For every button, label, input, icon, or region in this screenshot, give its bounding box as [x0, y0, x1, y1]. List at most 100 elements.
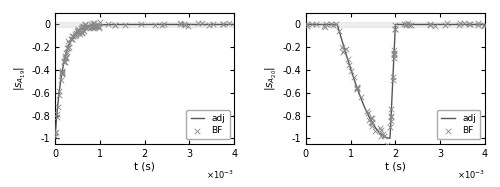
BF	[308, 23, 316, 26]
BF	[90, 25, 98, 28]
BF	[480, 24, 488, 27]
BF	[380, 134, 388, 137]
BF	[76, 30, 84, 33]
adj	[149, 23, 155, 26]
BF	[387, 115, 395, 118]
BF	[151, 23, 159, 26]
BF	[474, 23, 482, 26]
BF	[67, 37, 75, 40]
BF	[387, 114, 395, 117]
BF	[60, 60, 68, 63]
BF	[64, 47, 72, 50]
BF	[120, 24, 128, 27]
BF	[78, 30, 86, 33]
BF	[68, 35, 76, 38]
BF	[54, 105, 62, 108]
BF	[432, 24, 440, 27]
BF	[79, 25, 87, 28]
BF	[383, 144, 391, 147]
BF	[328, 23, 336, 26]
BF	[64, 46, 72, 49]
BF	[366, 119, 374, 122]
BF	[353, 85, 361, 88]
BF	[58, 71, 66, 74]
adj	[137, 23, 143, 26]
BF	[55, 94, 63, 97]
BF	[426, 24, 434, 27]
BF	[56, 90, 64, 93]
BF	[79, 28, 87, 31]
BF	[408, 23, 416, 26]
BF	[364, 112, 372, 115]
adj	[158, 23, 164, 26]
BF	[344, 58, 351, 61]
Bar	[306, 22, 485, 27]
Bar	[55, 22, 234, 27]
X-axis label: t (s): t (s)	[134, 162, 155, 172]
BF	[89, 22, 97, 24]
BF	[60, 60, 68, 63]
adj	[52, 137, 58, 140]
BF	[346, 70, 354, 73]
BF	[82, 26, 90, 29]
BF	[312, 22, 320, 25]
BF	[363, 110, 371, 113]
BF	[95, 26, 103, 29]
BF	[96, 20, 104, 23]
BF	[80, 23, 88, 26]
BF	[81, 23, 89, 26]
adj	[482, 23, 488, 26]
BF	[60, 60, 68, 63]
BF	[376, 127, 384, 130]
BF	[88, 25, 96, 28]
BF	[340, 48, 348, 51]
BF	[78, 27, 86, 30]
BF	[94, 24, 102, 27]
BF	[332, 23, 340, 26]
BF	[353, 87, 361, 90]
BF	[388, 108, 396, 111]
BF	[62, 56, 70, 59]
BF	[386, 119, 394, 122]
BF	[60, 56, 68, 59]
BF	[379, 132, 387, 135]
BF	[327, 23, 335, 26]
BF	[372, 130, 380, 133]
adj	[303, 23, 309, 26]
BF	[52, 116, 60, 119]
BF	[84, 25, 92, 28]
BF	[74, 29, 82, 32]
BF	[389, 76, 397, 79]
BF	[58, 71, 66, 74]
BF	[391, 27, 399, 30]
BF	[71, 33, 79, 36]
BF	[460, 22, 468, 24]
BF	[390, 52, 398, 55]
BF	[111, 23, 119, 26]
BF	[68, 37, 76, 40]
adj	[390, 88, 396, 90]
adj	[227, 23, 233, 26]
BF	[111, 24, 119, 27]
BF	[70, 35, 78, 38]
BF	[75, 29, 83, 32]
BF	[90, 22, 98, 25]
BF	[354, 87, 362, 90]
BF	[225, 22, 233, 25]
BF	[92, 25, 100, 28]
BF	[94, 24, 102, 27]
BF	[184, 24, 192, 27]
BF	[338, 46, 346, 49]
BF	[402, 24, 410, 27]
BF	[64, 40, 72, 43]
BF	[90, 24, 98, 27]
BF	[443, 22, 451, 25]
BF	[466, 22, 474, 25]
BF	[58, 70, 66, 73]
BF	[386, 125, 394, 128]
BF	[206, 23, 214, 26]
BF	[66, 42, 74, 45]
BF	[456, 24, 464, 27]
BF	[104, 23, 112, 26]
Legend: adj, BF: adj, BF	[186, 110, 230, 140]
